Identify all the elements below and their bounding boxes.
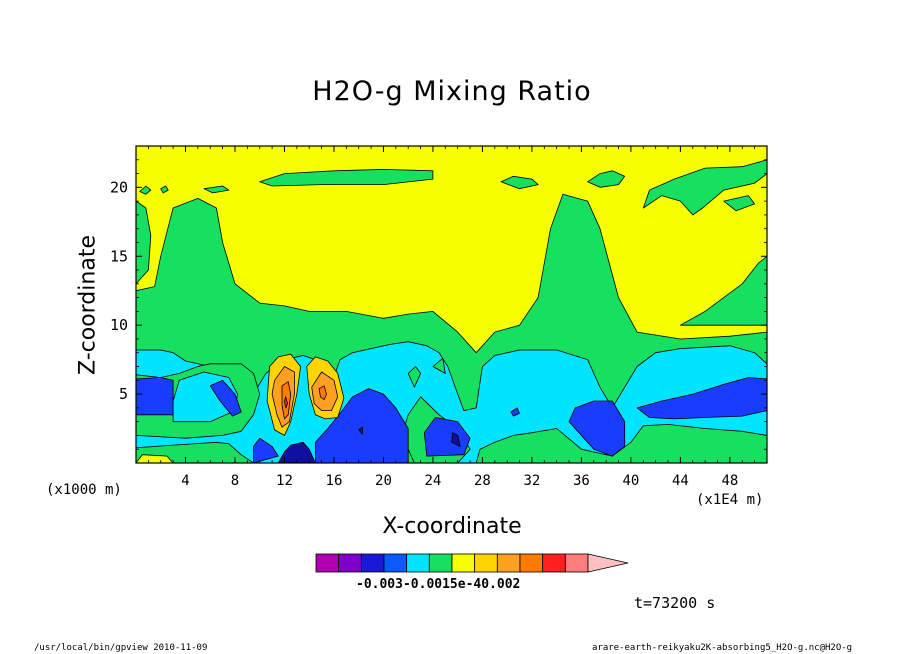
x-tick-label: 12 bbox=[276, 473, 293, 489]
contour-region-green bbox=[407, 366, 422, 388]
x-unit-right: (x1E4 m) bbox=[696, 492, 764, 508]
contour-region-green bbox=[139, 185, 152, 195]
y-tick-label: 10 bbox=[110, 316, 128, 334]
contour-region-blue bbox=[568, 400, 626, 457]
plot-area bbox=[135, 145, 768, 464]
colorbar-arrow bbox=[587, 553, 629, 573]
contour-region-green bbox=[160, 185, 169, 194]
y-axis-ticks: 5 10 15 20 bbox=[110, 159, 767, 450]
contour-regions bbox=[136, 159, 767, 463]
colorbar bbox=[315, 553, 629, 573]
x-tick-label: 8 bbox=[231, 473, 239, 489]
colorbar-swatch bbox=[451, 553, 476, 573]
x-tick-label: 48 bbox=[721, 473, 738, 489]
y-axis-label: Z-coordinate bbox=[75, 235, 101, 375]
contour-region-green bbox=[203, 185, 230, 194]
contour-region-dark_blue bbox=[451, 432, 461, 447]
plot-frame bbox=[135, 145, 768, 464]
contour-region-blue bbox=[253, 437, 279, 463]
colorbar-swatch bbox=[474, 553, 498, 573]
contour-region-blue bbox=[209, 379, 242, 417]
colorbar-swatch bbox=[406, 553, 430, 573]
colorbar-swatch bbox=[496, 553, 521, 573]
contour-region-green bbox=[500, 175, 539, 190]
colorbar-swatch bbox=[542, 553, 566, 573]
colorbar-swatch bbox=[360, 553, 385, 573]
y-tick-label: 5 bbox=[119, 385, 128, 403]
x-axis-ticks: 4 8 12 16 20 24 28 32 36 40 44 48 bbox=[147, 146, 756, 489]
colorbar-swatch bbox=[519, 553, 544, 573]
y-tick-label: 20 bbox=[110, 178, 128, 196]
time-label: t=73200 s bbox=[634, 594, 716, 612]
contour-region-yellow bbox=[136, 454, 174, 463]
x-tick-label: 40 bbox=[622, 473, 639, 489]
contour-region-dark_blue bbox=[358, 426, 363, 435]
contour-region-green bbox=[587, 170, 626, 188]
contour-region-green bbox=[432, 357, 446, 374]
colorbar-labels: -0.003-0.0015e-40.002 bbox=[356, 577, 521, 592]
contour-region-green bbox=[642, 159, 767, 216]
contour-region-red bbox=[284, 396, 289, 409]
contour-region-blue bbox=[314, 388, 409, 463]
colorbar-swatch bbox=[315, 553, 340, 573]
contour-region-blue bbox=[423, 417, 471, 457]
footer-left: /usr/local/bin/gpview 2010-11-09 bbox=[34, 643, 208, 653]
colorbar-swatch bbox=[383, 553, 408, 573]
x-tick-label: 24 bbox=[425, 473, 442, 489]
contour-region-green bbox=[259, 168, 434, 187]
x-tick-label: 4 bbox=[181, 473, 189, 489]
contour-region-blue bbox=[510, 407, 520, 417]
chart-title: H2O-g Mixing Ratio bbox=[312, 76, 592, 107]
x-tick-label: 16 bbox=[326, 473, 343, 489]
x-tick-label: 28 bbox=[474, 473, 491, 489]
colorbar-swatch bbox=[564, 553, 589, 573]
x-unit-left: (x1000 m) bbox=[46, 482, 122, 498]
contour-region-dark_orange bbox=[318, 385, 327, 401]
colorbar-swatch bbox=[338, 553, 362, 573]
y-tick-label: 15 bbox=[110, 247, 128, 265]
x-tick-label: 44 bbox=[672, 473, 689, 489]
footer-right: arare-earth-reikyaku2K-absorbing5_H2O-g.… bbox=[592, 643, 853, 653]
colorbar-swatch bbox=[428, 553, 453, 573]
contour-region-blue bbox=[636, 377, 767, 420]
x-tick-label: 20 bbox=[375, 473, 392, 489]
x-tick-label: 32 bbox=[523, 473, 540, 489]
contour-region-green bbox=[136, 200, 152, 285]
contour-region-blue bbox=[136, 377, 174, 416]
contour-region-green bbox=[680, 255, 767, 326]
contour-region-green bbox=[723, 195, 755, 212]
contour-region-dark_blue bbox=[277, 441, 316, 463]
x-axis-label: X-coordinate bbox=[382, 514, 522, 539]
x-tick-label: 36 bbox=[573, 473, 590, 489]
